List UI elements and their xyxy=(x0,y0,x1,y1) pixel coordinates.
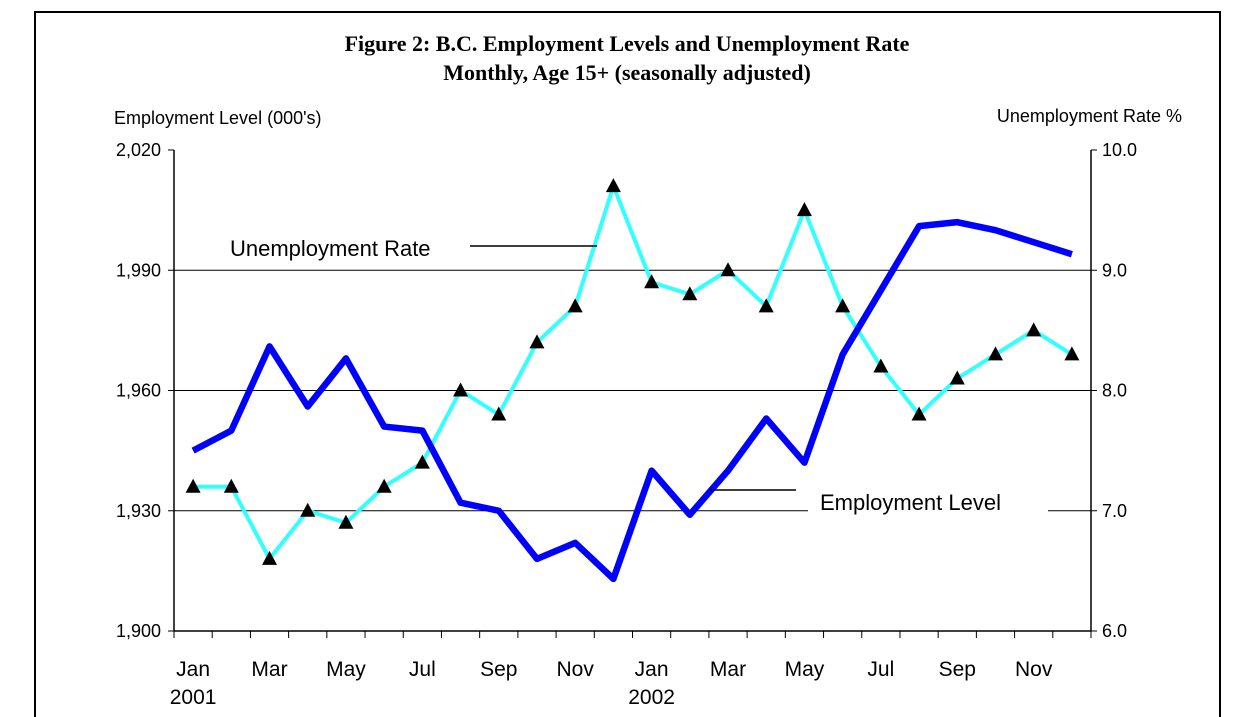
unemployment-rate-point xyxy=(262,550,278,565)
unemployment-rate-point xyxy=(300,502,316,517)
x-tick-label: Jul xyxy=(867,658,894,681)
unemployment-rate-point xyxy=(1064,346,1080,361)
x-year-label: 2001 xyxy=(170,686,217,709)
x-tick-label: Jan xyxy=(176,658,210,681)
unemployment-rate-point xyxy=(720,262,736,277)
left-tick-label: 1,900 xyxy=(116,621,161,641)
x-tick-label: May xyxy=(326,658,366,681)
unemployment-rate-point xyxy=(911,406,927,421)
x-tick-label: Jan xyxy=(635,658,669,681)
unemployment-rate-point xyxy=(491,406,507,421)
chart-subtitle: Monthly, Age 15+ (seasonally adjusted) xyxy=(443,60,811,85)
unemployment-rate-point xyxy=(758,298,774,313)
gridlines xyxy=(174,269,1091,512)
unemployment-rate-point xyxy=(567,298,583,313)
unemployment-rate-label: Unemployment Rate xyxy=(230,236,431,261)
left-tick-label: 1,960 xyxy=(116,381,161,401)
unemployment-rate-point xyxy=(185,478,201,493)
unemployment-rate-point xyxy=(223,478,239,493)
unemployment-rate-point xyxy=(529,334,545,349)
left-axis-title: Employment Level (000's) xyxy=(114,108,322,128)
left-tick-label: 1,990 xyxy=(116,260,161,280)
unemployment-rate-point xyxy=(414,454,430,469)
unemployment-rate-point xyxy=(1026,322,1042,337)
unemployment-rate-point xyxy=(949,370,965,385)
left-tick-label: 1,930 xyxy=(116,501,161,521)
chart-title: Figure 2: B.C. Employment Levels and Une… xyxy=(345,31,910,56)
chart-border xyxy=(34,11,1221,717)
unemployment-label-background xyxy=(222,229,470,263)
series xyxy=(185,178,1080,583)
unemployment-rate-point xyxy=(987,346,1003,361)
unemployment-rate-point xyxy=(644,274,660,289)
x-tick-label: Mar xyxy=(710,658,746,681)
left-tick-label: 2,020 xyxy=(116,140,161,160)
x-tick-label: Sep xyxy=(480,658,517,681)
unemployment-rate-point xyxy=(376,478,392,493)
right-tick-label: 8.0 xyxy=(1102,381,1127,401)
unemployment-rate-point xyxy=(796,202,812,217)
unemployment-rate-point xyxy=(873,358,889,373)
right-tick-label: 10.0 xyxy=(1102,140,1137,160)
x-tick-label: Nov xyxy=(557,658,595,681)
unemployment-rate-point xyxy=(682,286,698,301)
right-tick-label: 9.0 xyxy=(1102,260,1127,280)
right-tick-label: 6.0 xyxy=(1102,621,1127,641)
x-tick-label: Mar xyxy=(251,658,287,681)
series-annotations: Unemployment Rate Employment Level xyxy=(222,229,1048,518)
x-tick-label: Nov xyxy=(1015,658,1053,681)
unemployment-rate-line xyxy=(193,184,1073,561)
x-tick-label: Jul xyxy=(409,658,436,681)
unemployment-rate-point xyxy=(338,514,354,529)
tick-labels: 1,900 6.0 1,930 7.0 1,960 8.0 1,990 9.0 2,020 10.… xyxy=(116,140,1137,709)
x-tick-label: May xyxy=(785,658,825,681)
right-axis-title: Unemployment Rate % xyxy=(997,106,1182,126)
employment-label-background xyxy=(808,484,1048,518)
x-year-label: 2002 xyxy=(628,686,675,709)
unemployment-rate-point xyxy=(605,178,621,193)
x-tick-label: Sep xyxy=(939,658,976,681)
employment-level-label: Employment Level xyxy=(820,490,1001,515)
axes xyxy=(168,149,1097,638)
right-tick-label: 7.0 xyxy=(1102,501,1127,521)
unemployment-rate-point xyxy=(835,298,851,313)
unemployment-rate-point xyxy=(453,382,469,397)
employment-level-line xyxy=(191,218,1073,583)
